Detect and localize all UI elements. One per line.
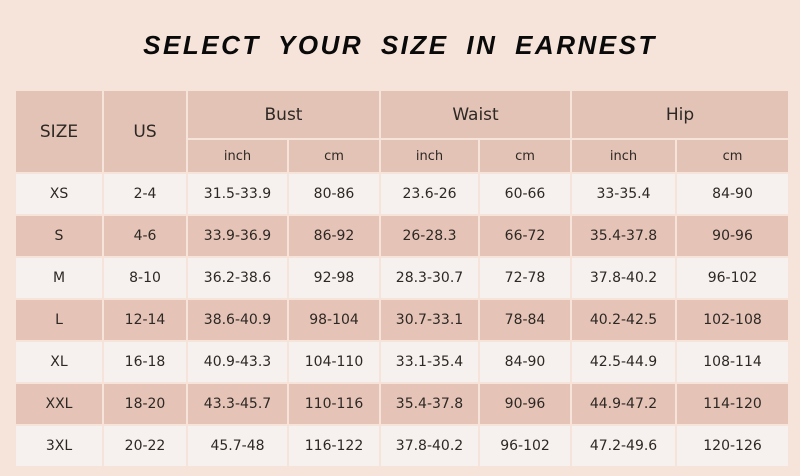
cell-hip-cm: 114-120 bbox=[677, 384, 789, 424]
cell-bust-inch: 43.3-45.7 bbox=[188, 384, 287, 424]
cell-us: 18-20 bbox=[104, 384, 186, 424]
cell-bust-cm: 86-92 bbox=[289, 216, 379, 256]
cell-hip-inch: 44.9-47.2 bbox=[572, 384, 676, 424]
cell-waist-inch: 33.1-35.4 bbox=[381, 342, 478, 382]
cell-hip-cm: 102-108 bbox=[677, 300, 789, 340]
header-hip-cm: cm bbox=[677, 140, 789, 172]
cell-bust-inch: 40.9-43.3 bbox=[188, 342, 287, 382]
cell-us: 8-10 bbox=[104, 258, 186, 298]
cell-bust-cm: 116-122 bbox=[289, 426, 379, 466]
table-row: XXL 18-20 43.3-45.7 110-116 35.4-37.8 90-96 44… bbox=[16, 384, 789, 424]
cell-us: 12-14 bbox=[104, 300, 186, 340]
cell-size: XS bbox=[16, 174, 102, 214]
header-bust-inch: inch bbox=[188, 140, 287, 172]
cell-waist-cm: 96-102 bbox=[480, 426, 571, 466]
table-row: XL 16-18 40.9-43.3 104-110 33.1-35.4 84-90 42.… bbox=[16, 342, 789, 382]
cell-waist-cm: 60-66 bbox=[480, 174, 571, 214]
header-size: SIZE bbox=[16, 91, 102, 172]
cell-bust-cm: 80-86 bbox=[289, 174, 379, 214]
table-row: L 12-14 38.6-40.9 98-104 30.7-33.1 78-84 40.2-… bbox=[16, 300, 789, 340]
cell-hip-inch: 35.4-37.8 bbox=[572, 216, 676, 256]
cell-waist-inch: 37.8-40.2 bbox=[381, 426, 478, 466]
cell-hip-cm: 90-96 bbox=[677, 216, 789, 256]
cell-hip-inch: 40.2-42.5 bbox=[572, 300, 676, 340]
cell-bust-inch: 38.6-40.9 bbox=[188, 300, 287, 340]
cell-bust-cm: 92-98 bbox=[289, 258, 379, 298]
cell-hip-inch: 47.2-49.6 bbox=[572, 426, 676, 466]
cell-bust-cm: 110-116 bbox=[289, 384, 379, 424]
cell-size: 3XL bbox=[16, 426, 102, 466]
cell-waist-cm: 84-90 bbox=[480, 342, 571, 382]
cell-waist-cm: 66-72 bbox=[480, 216, 571, 256]
cell-hip-cm: 120-126 bbox=[677, 426, 789, 466]
header-waist: Waist bbox=[381, 91, 571, 138]
cell-waist-inch: 35.4-37.8 bbox=[381, 384, 478, 424]
cell-waist-inch: 30.7-33.1 bbox=[381, 300, 478, 340]
header-hip: Hip bbox=[572, 91, 789, 138]
header-us: US bbox=[104, 91, 186, 172]
cell-us: 2-4 bbox=[104, 174, 186, 214]
cell-bust-inch: 33.9-36.9 bbox=[188, 216, 287, 256]
cell-waist-cm: 78-84 bbox=[480, 300, 571, 340]
cell-size: M bbox=[16, 258, 102, 298]
header-hip-inch: inch bbox=[572, 140, 676, 172]
cell-bust-inch: 31.5-33.9 bbox=[188, 174, 287, 214]
cell-size: S bbox=[16, 216, 102, 256]
cell-us: 20-22 bbox=[104, 426, 186, 466]
cell-waist-inch: 26-28.3 bbox=[381, 216, 478, 256]
cell-hip-cm: 96-102 bbox=[677, 258, 789, 298]
header-waist-inch: inch bbox=[381, 140, 478, 172]
cell-hip-inch: 42.5-44.9 bbox=[572, 342, 676, 382]
cell-size: L bbox=[16, 300, 102, 340]
cell-waist-cm: 72-78 bbox=[480, 258, 571, 298]
cell-hip-cm: 108-114 bbox=[677, 342, 789, 382]
header-bust: Bust bbox=[188, 91, 379, 138]
size-chart-table: SIZE US Bust Waist Hip inch cm inch cm i… bbox=[14, 89, 790, 468]
cell-bust-inch: 45.7-48 bbox=[188, 426, 287, 466]
table-row: XS 2-4 31.5-33.9 80-86 23.6-26 60-66 33-35.4 84… bbox=[16, 174, 789, 214]
cell-us: 16-18 bbox=[104, 342, 186, 382]
cell-bust-inch: 36.2-38.6 bbox=[188, 258, 287, 298]
table-row: S 4-6 33.9-36.9 86-92 26-28.3 66-72 35.4-37.8 9… bbox=[16, 216, 789, 256]
cell-bust-cm: 98-104 bbox=[289, 300, 379, 340]
page-title: SELECT YOUR SIZE IN EARNEST bbox=[143, 30, 657, 60]
cell-bust-cm: 104-110 bbox=[289, 342, 379, 382]
table-row: 3XL 20-22 45.7-48 116-122 37.8-40.2 96-102 47.… bbox=[16, 426, 789, 466]
cell-waist-cm: 90-96 bbox=[480, 384, 571, 424]
cell-hip-cm: 84-90 bbox=[677, 174, 789, 214]
cell-hip-inch: 37.8-40.2 bbox=[572, 258, 676, 298]
cell-waist-inch: 28.3-30.7 bbox=[381, 258, 478, 298]
header-bust-cm: cm bbox=[289, 140, 379, 172]
cell-size: XXL bbox=[16, 384, 102, 424]
cell-us: 4-6 bbox=[104, 216, 186, 256]
cell-size: XL bbox=[16, 342, 102, 382]
header-waist-cm: cm bbox=[480, 140, 571, 172]
cell-waist-inch: 23.6-26 bbox=[381, 174, 478, 214]
table-row: M 8-10 36.2-38.6 92-98 28.3-30.7 72-78 37.8-40… bbox=[16, 258, 789, 298]
cell-hip-inch: 33-35.4 bbox=[572, 174, 676, 214]
